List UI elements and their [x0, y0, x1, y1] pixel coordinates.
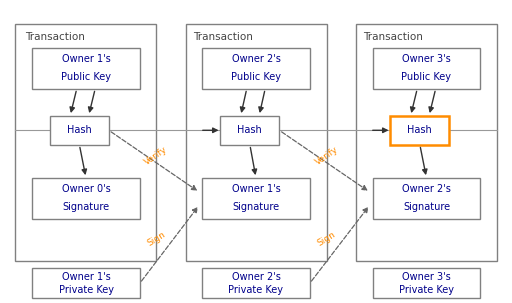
Text: Signature: Signature — [62, 202, 110, 212]
Text: Owner 1's: Owner 1's — [61, 271, 111, 282]
Text: Owner 3's: Owner 3's — [402, 271, 451, 282]
Bar — [202, 48, 310, 88]
Bar — [186, 24, 327, 261]
Text: Verify: Verify — [313, 145, 340, 167]
Bar — [50, 116, 109, 145]
Text: Private Key: Private Key — [399, 285, 454, 295]
Text: Owner 1's: Owner 1's — [231, 184, 281, 195]
Bar — [32, 48, 140, 88]
Text: Owner 2's: Owner 2's — [231, 54, 281, 64]
Text: Owner 2's: Owner 2's — [402, 184, 451, 195]
Text: Public Key: Public Key — [61, 72, 111, 82]
Text: Owner 0's: Owner 0's — [61, 184, 111, 195]
Bar — [373, 178, 480, 219]
Bar — [220, 116, 280, 145]
Text: Hash: Hash — [67, 125, 92, 135]
Text: Signature: Signature — [232, 202, 280, 212]
Bar — [32, 178, 140, 219]
Text: Transaction: Transaction — [194, 32, 253, 42]
Text: Public Key: Public Key — [231, 72, 281, 82]
Text: Private Key: Private Key — [228, 285, 284, 295]
Bar — [373, 48, 480, 88]
Text: Public Key: Public Key — [401, 72, 452, 82]
Bar — [15, 24, 156, 261]
Text: Transaction: Transaction — [364, 32, 423, 42]
Text: Owner 2's: Owner 2's — [231, 271, 281, 282]
Text: Verify: Verify — [143, 145, 169, 167]
Text: Owner 1's: Owner 1's — [61, 54, 111, 64]
Bar — [202, 268, 310, 298]
Text: Signature: Signature — [403, 202, 450, 212]
Text: Transaction: Transaction — [25, 32, 84, 42]
Text: Hash: Hash — [238, 125, 262, 135]
Text: Sign: Sign — [316, 230, 337, 248]
Text: Sign: Sign — [145, 230, 167, 248]
Bar — [32, 268, 140, 298]
Text: Hash: Hash — [408, 125, 432, 135]
Bar — [373, 268, 480, 298]
Bar — [390, 116, 450, 145]
Bar — [202, 178, 310, 219]
Text: Private Key: Private Key — [58, 285, 114, 295]
Bar — [356, 24, 497, 261]
Text: Owner 3's: Owner 3's — [402, 54, 451, 64]
